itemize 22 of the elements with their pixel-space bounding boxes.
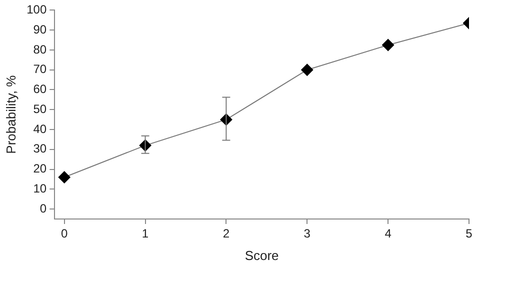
x-tick-label: 4: [384, 226, 392, 241]
y-tick-label: 50: [33, 102, 47, 116]
y-tick-label: 90: [33, 22, 47, 36]
y-tick-label: 20: [33, 162, 47, 176]
x-axis-title: Score: [244, 248, 279, 263]
y-tick-label: 40: [33, 122, 47, 136]
x-tick-label: 1: [142, 226, 149, 241]
y-tick-label: 10: [33, 181, 47, 196]
x-tick-label: 2: [222, 226, 230, 241]
y-tick-label: 80: [33, 42, 47, 56]
point: [301, 64, 314, 76]
point: [382, 39, 394, 51]
y-tick-label: 0: [40, 201, 47, 216]
y-tick-label: 100: [26, 2, 47, 17]
y-tick-label: 70: [33, 62, 47, 76]
y-tick-label: 30: [33, 142, 47, 156]
x-tick-label: 3: [304, 226, 311, 241]
x-tick-label: 0: [60, 226, 68, 241]
point: [58, 171, 70, 184]
x-tick-label: 5: [466, 226, 473, 241]
y-tick-label: 60: [33, 82, 47, 96]
y-axis-title: Probability, %: [3, 74, 18, 154]
